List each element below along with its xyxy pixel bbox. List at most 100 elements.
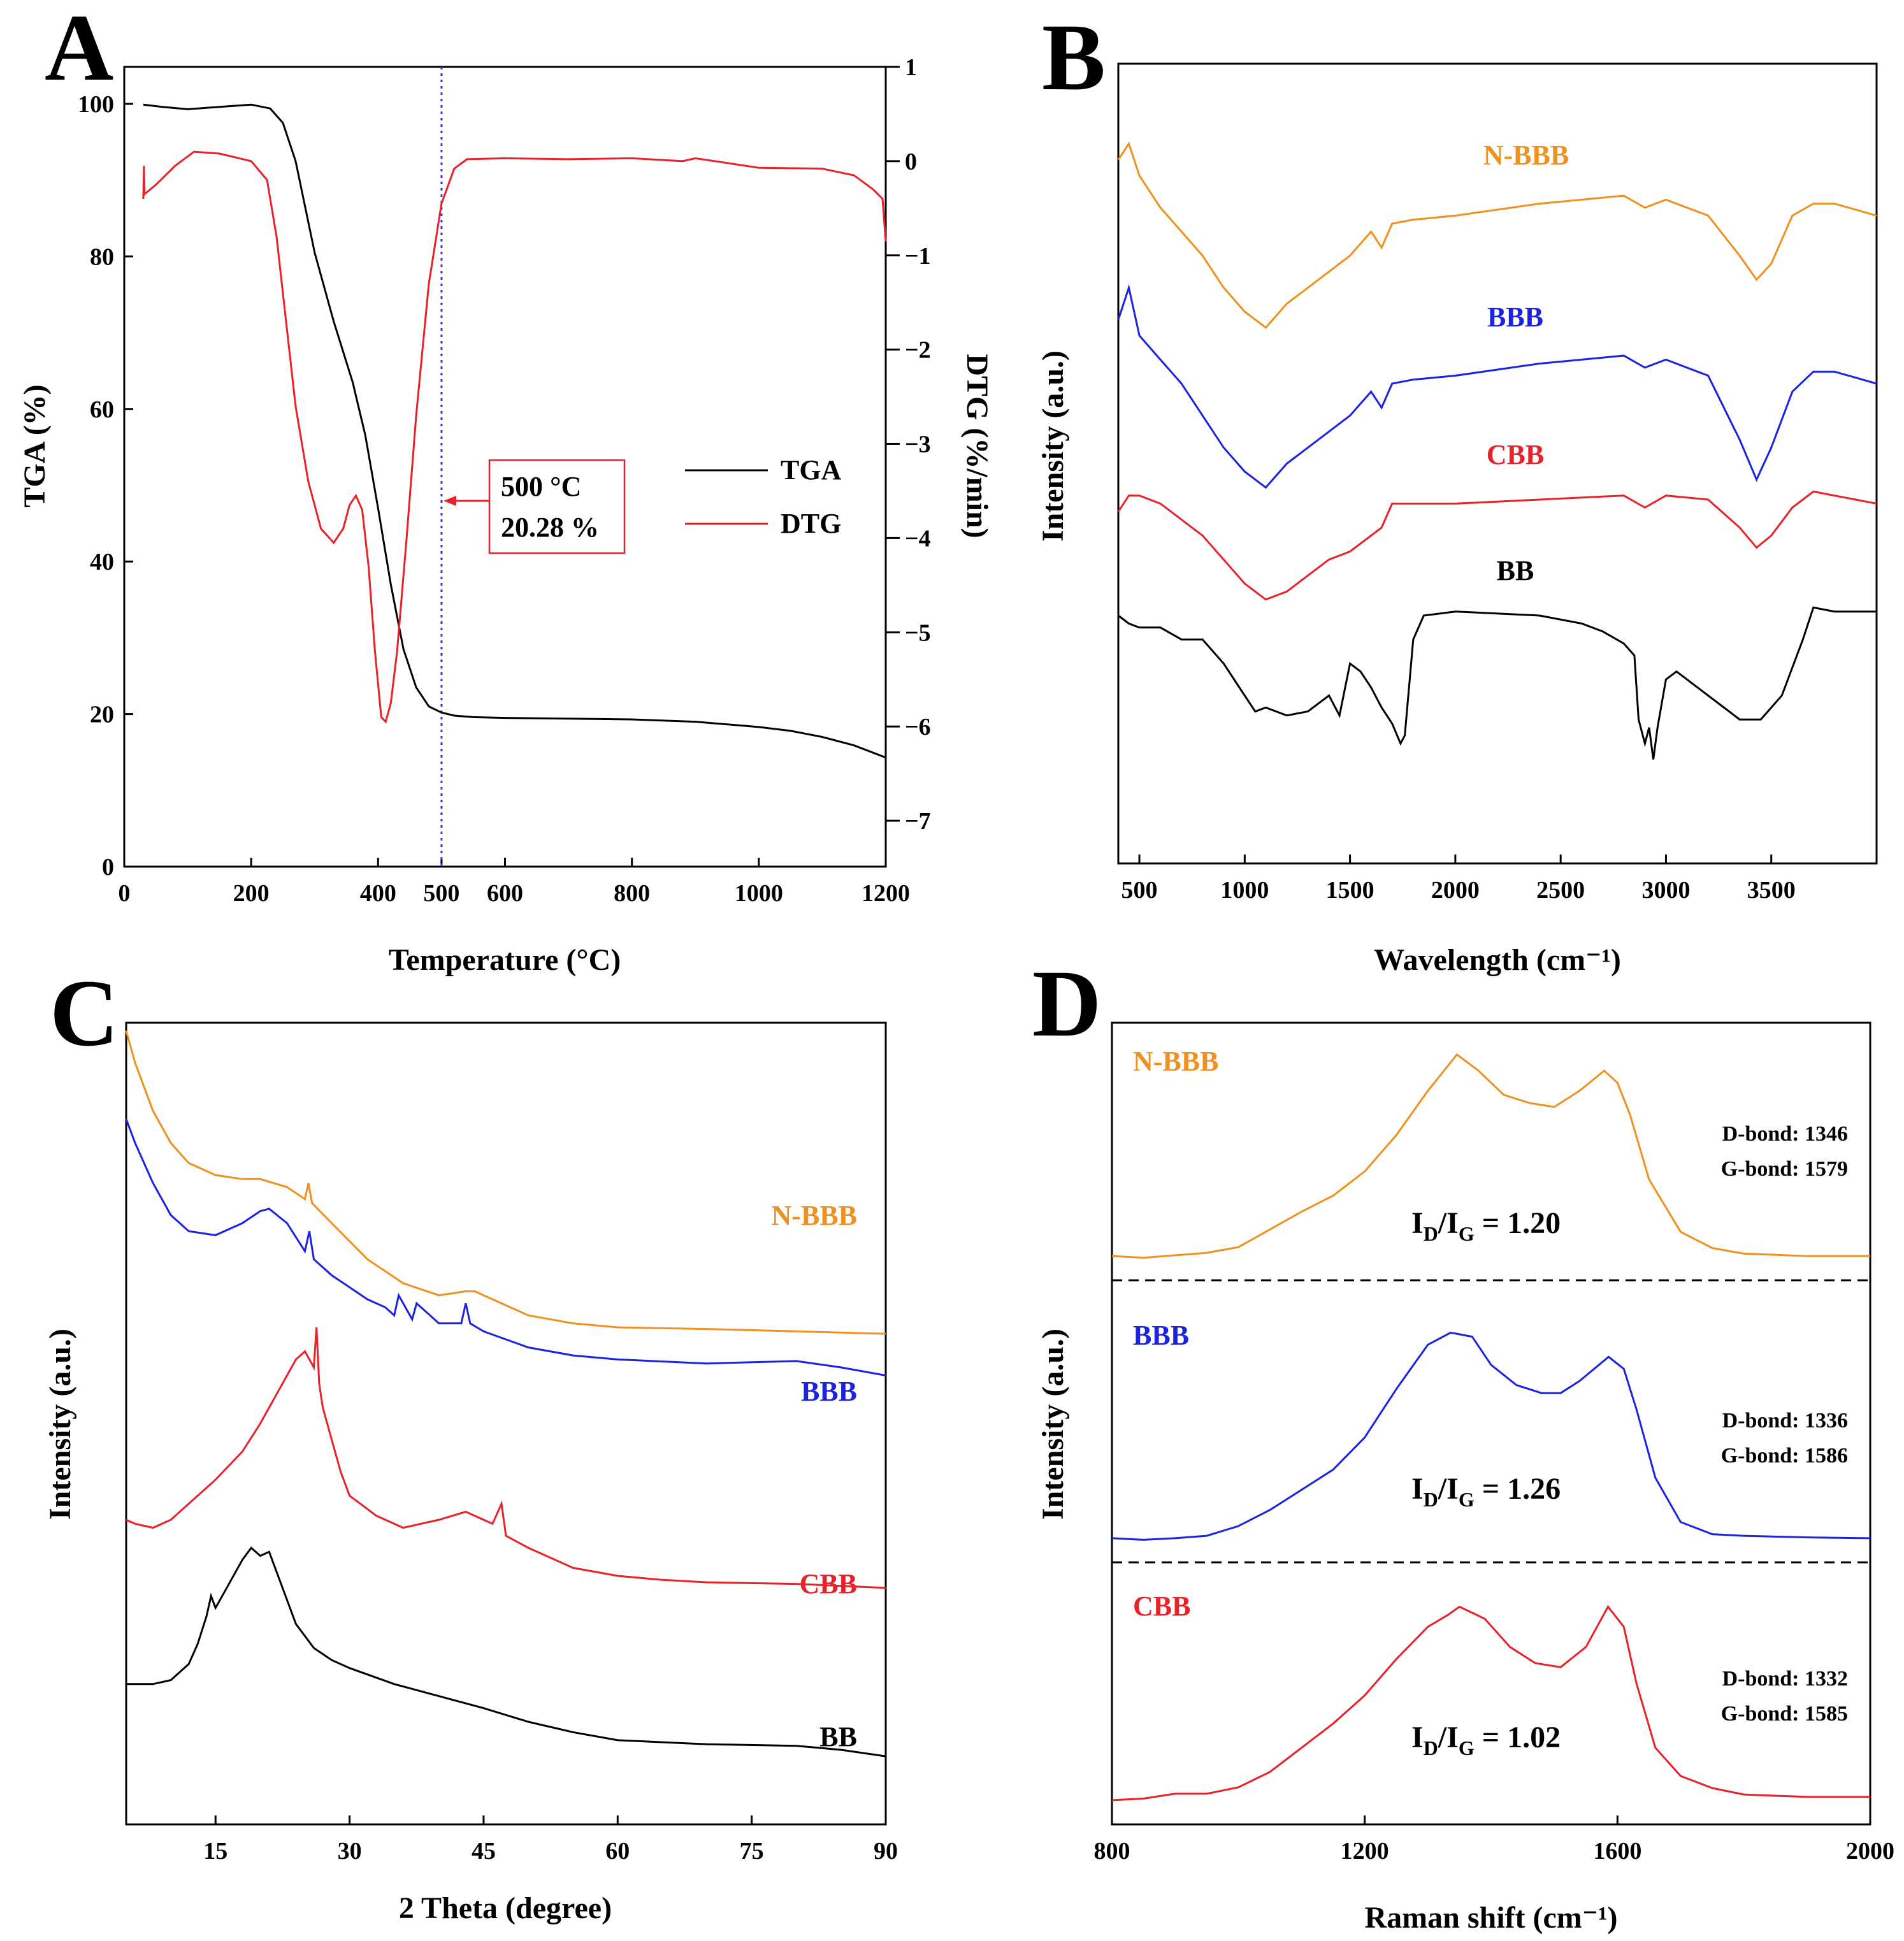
- ratio-slash: /I: [1438, 1206, 1459, 1240]
- panel-b-x-tick-label: 3000: [1641, 877, 1690, 904]
- panel-a-y-tick-label: 0: [102, 854, 114, 881]
- panel-d-x-tick-label: 1200: [1341, 1838, 1389, 1865]
- ratio-sub-g: G: [1459, 1222, 1475, 1245]
- panel-d-x-tick-label: 2000: [1846, 1838, 1894, 1865]
- panel-a-x-tick-label: 400: [360, 880, 396, 907]
- n-bbb-g-bond-note: G-bond: 1579: [1721, 1157, 1848, 1181]
- panel-a-y2-tick-label: −2: [905, 337, 931, 364]
- panel-d-y-axis-title: Intensity (a.u.): [1036, 1329, 1070, 1520]
- panel-c-xrd-chart: C 15 30 45 60 75 90 N-BBB BBB CBB BB 2 Theta …: [43, 960, 898, 1925]
- panel-a-y2-tick-label: −7: [905, 808, 931, 835]
- panel-c-label-bbb: BBB: [801, 1376, 857, 1407]
- panel-c-x-tick-label: 90: [874, 1838, 898, 1865]
- panel-a-right-y-axis-title: DTG (%/min): [960, 354, 994, 538]
- n-bbb-d-bond-note: D-bond: 1346: [1722, 1122, 1848, 1146]
- ratio-equals: =: [1475, 1472, 1507, 1506]
- panel-a-tga-dtg-chart: A 0 200 400 500 600 800 1000 1200 020406080100 …: [18, 0, 994, 977]
- panel-c-x-tick-label: 45: [472, 1838, 496, 1865]
- annotation-box: [488, 459, 626, 554]
- bbb-d-bond-note: D-bond: 1336: [1722, 1409, 1848, 1432]
- panel-d-curve-cbb: [1111, 1605, 1870, 1801]
- panel-b-y-axis-title: Intensity (a.u.): [1036, 350, 1070, 542]
- panel-a-y2-tick-label: −6: [905, 714, 931, 740]
- panel-d-curve-n-bbb: [1111, 1053, 1870, 1259]
- annotation-500c: 500 °C 20.28 %: [444, 459, 626, 554]
- panel-c-x-tick-label: 15: [203, 1838, 227, 1865]
- annotation-arrow-head: [444, 496, 456, 506]
- panel-b-curve-bb: [1118, 606, 1877, 760]
- ratio-sub-g: G: [1459, 1488, 1475, 1511]
- bbb-ratio-value: 1.26: [1507, 1472, 1561, 1506]
- panel-a-x-tick-label: 0: [119, 880, 131, 907]
- n-bbb-id-ig-ratio: ID/IG = 1.20: [1411, 1206, 1561, 1245]
- panel-d-x-tick-label: 800: [1094, 1838, 1130, 1865]
- panel-c-x-tick-label: 75: [740, 1838, 764, 1865]
- panel-a-x-tick-label: 500: [423, 880, 459, 907]
- panel-a-x-tick-label: 1200: [862, 880, 910, 907]
- annotation-residue: 20.28 %: [501, 512, 599, 543]
- panel-c-label-n-bbb: N-BBB: [772, 1200, 857, 1231]
- panel-a-y-tick-label: 100: [78, 91, 114, 118]
- panel-a-x-tick-label: 200: [233, 880, 270, 907]
- ratio-slash: /I: [1438, 1472, 1459, 1506]
- panel-d-x-axis-title: Raman shift (cm⁻¹): [1364, 1901, 1617, 1935]
- cbb-id-ig-ratio: ID/IG = 1.02: [1411, 1721, 1561, 1759]
- ratio-i: I: [1411, 1206, 1424, 1240]
- panel-a-y-tick-label: 80: [90, 243, 114, 270]
- panel-letter-d: D: [1032, 951, 1101, 1057]
- panel-a-y-tick-label: 60: [90, 396, 114, 423]
- ratio-i: I: [1411, 1472, 1424, 1506]
- panel-b-x-tick-label: 1500: [1326, 877, 1374, 904]
- panel-c-curve-cbb: [126, 1327, 886, 1589]
- panel-a-y-tick-label: 40: [90, 549, 114, 575]
- panel-a-y2-tick-label: −4: [905, 525, 931, 552]
- panel-a-x-tick-label: 1000: [735, 880, 783, 907]
- panel-a-x-tick-label: 600: [487, 880, 523, 907]
- legend-label-tga: TGA: [781, 454, 842, 486]
- cbb-g-bond-note: G-bond: 1585: [1721, 1702, 1848, 1726]
- panel-b-label-cbb: CBB: [1487, 439, 1544, 470]
- panel-c-curve-bb: [126, 1546, 886, 1757]
- ratio-slash: /I: [1438, 1721, 1459, 1754]
- panel-c-x-tick-label: 30: [338, 1838, 362, 1865]
- ratio-equals: =: [1475, 1721, 1507, 1754]
- panel-a-y2-tick-label: 1: [905, 54, 917, 81]
- panel-d-plot-frame: [1111, 1021, 1872, 1826]
- panel-a-legend: TGA DTG: [685, 454, 842, 539]
- panel-b-curve-cbb: [1117, 490, 1877, 601]
- cbb-ratio-value: 1.02: [1507, 1721, 1561, 1754]
- panel-a-y2-tick-label: −5: [905, 619, 931, 646]
- panel-b-x-tick-label: 500: [1121, 877, 1158, 904]
- panel-c-curve-bbb: [125, 1118, 886, 1376]
- n-bbb-ratio-value: 1.20: [1507, 1206, 1561, 1240]
- panel-c-curve-n-bbb: [125, 1030, 886, 1335]
- panel-b-x-tick-label: 3500: [1747, 877, 1796, 904]
- panel-c-plot-frame: [125, 1021, 887, 1826]
- panel-b-label-n-bbb: N-BBB: [1483, 140, 1569, 171]
- panel-a-y2-tick-label: −3: [905, 431, 931, 458]
- tga-curve: [143, 103, 886, 759]
- panel-b-curve-bbb: [1117, 284, 1877, 489]
- panel-c-label-bb: BB: [819, 1721, 857, 1752]
- ratio-i: I: [1411, 1721, 1424, 1754]
- bbb-g-bond-note: G-bond: 1586: [1721, 1444, 1848, 1468]
- panel-b-curve-n-bbb: [1117, 141, 1877, 329]
- panel-c-label-cbb: CBB: [800, 1568, 857, 1599]
- panel-d-label-n-bbb: N-BBB: [1133, 1046, 1218, 1077]
- panel-letter-b: B: [1042, 4, 1106, 110]
- panel-d-label-bbb: BBB: [1133, 1320, 1189, 1351]
- panel-b-x-tick-label: 1000: [1220, 877, 1269, 904]
- panel-c-y-axis-title: Intensity (a.u.): [43, 1329, 77, 1520]
- panel-b-x-axis-title-text: Wavelength (cm⁻¹): [1374, 943, 1621, 977]
- ratio-equals: =: [1475, 1206, 1507, 1240]
- panel-letter-c: C: [50, 960, 119, 1066]
- panel-a-y-tick-label: 20: [90, 702, 114, 728]
- ratio-sub-g: G: [1459, 1736, 1475, 1759]
- ratio-sub-d: D: [1424, 1222, 1438, 1245]
- panel-b-label-bb: BB: [1497, 555, 1534, 586]
- panel-d-raman-chart: D 800 1200 1600 2000 N-BBB BBB CBB D-bond: …: [1032, 951, 1894, 1935]
- panel-b-x-tick-label: 2500: [1536, 877, 1585, 904]
- panel-d-label-cbb: CBB: [1133, 1591, 1190, 1622]
- cbb-d-bond-note: D-bond: 1332: [1722, 1667, 1848, 1691]
